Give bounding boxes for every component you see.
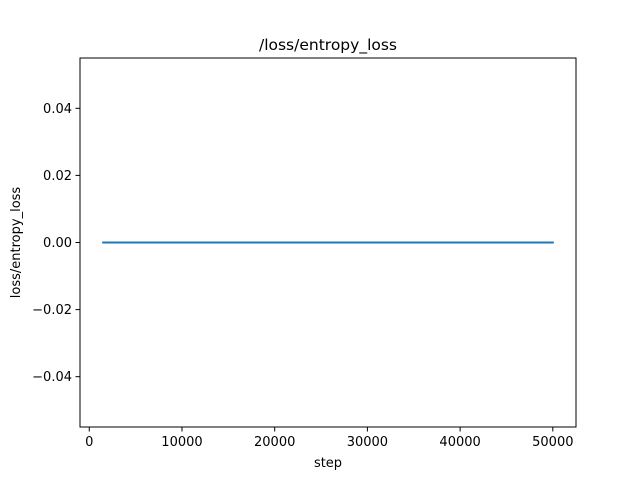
x-axis-label: step (314, 456, 342, 471)
x-tick-label: 30000 (347, 435, 388, 450)
y-tick-label: 0.00 (43, 236, 72, 251)
x-tick-label: 50000 (532, 435, 573, 450)
x-tick-label: 10000 (161, 435, 202, 450)
y-axis-label: loss/entropy_loss (9, 187, 24, 299)
x-tick-label: 0 (85, 435, 93, 450)
y-tick-label: −0.04 (32, 370, 72, 385)
x-tick-label: 20000 (254, 435, 295, 450)
x-tick-label: 40000 (439, 435, 480, 450)
x-axis: 0 10000 20000 30000 40000 50000 (85, 427, 574, 450)
y-axis: −0.04 −0.02 0.00 0.02 0.04 (32, 102, 80, 385)
y-tick-label: 0.02 (43, 169, 72, 184)
y-tick-label: −0.02 (32, 303, 72, 318)
y-tick-label: 0.04 (43, 102, 72, 117)
chart-title: /loss/entropy_loss (259, 36, 397, 55)
